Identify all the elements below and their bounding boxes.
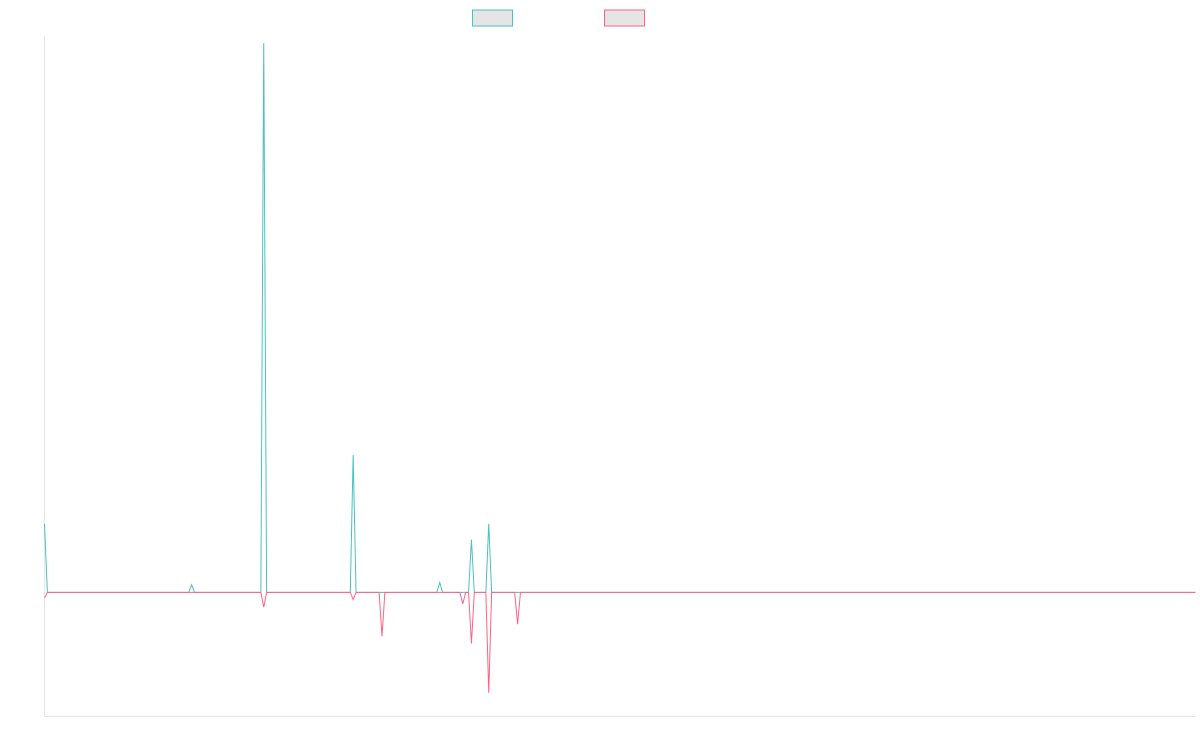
data-point[interactable] — [262, 41, 266, 45]
series-line-2 — [44, 591, 1196, 693]
axes — [44, 36, 1196, 717]
series-line-1 — [44, 43, 1196, 593]
data-point[interactable] — [438, 580, 442, 584]
data-point[interactable] — [487, 522, 491, 526]
data-point[interactable] — [42, 522, 46, 526]
data-point[interactable] — [262, 605, 266, 609]
data-point[interactable] — [42, 596, 46, 600]
data-point[interactable] — [515, 622, 519, 626]
legend-item-1[interactable] — [472, 9, 513, 27]
data-point[interactable] — [380, 634, 384, 638]
data-point[interactable] — [469, 641, 473, 645]
data-point[interactable] — [351, 453, 355, 457]
legend-item-2[interactable] — [604, 9, 645, 27]
legend[interactable] — [472, 9, 645, 27]
series-layer — [42, 41, 1196, 695]
data-point[interactable] — [461, 602, 465, 606]
legend-swatch-2 — [604, 9, 645, 27]
data-point[interactable] — [487, 691, 491, 695]
data-point[interactable] — [469, 537, 473, 541]
data-point[interactable] — [351, 597, 355, 601]
data-point[interactable] — [189, 582, 193, 586]
legend-swatch-1 — [472, 9, 513, 27]
